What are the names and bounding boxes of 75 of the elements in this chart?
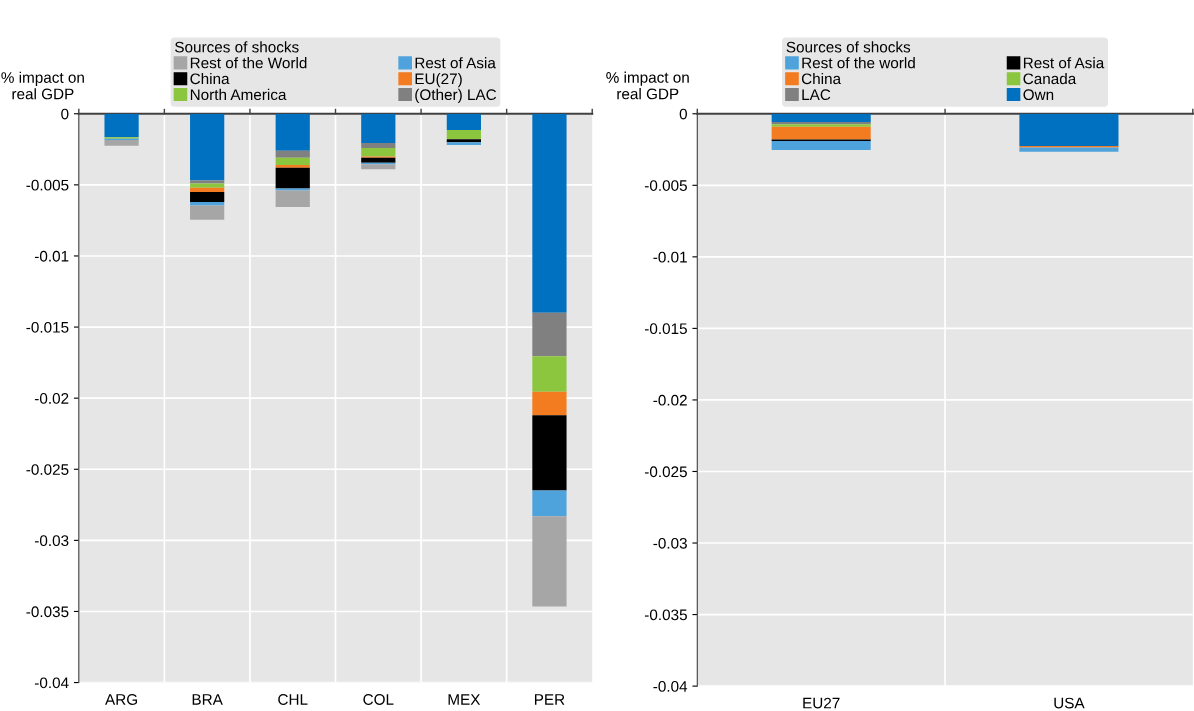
legend-label: LAC <box>802 89 831 101</box>
y-tick-label: -0.025 <box>26 464 69 475</box>
bar <box>532 312 567 357</box>
y-axis-title: % impact on real GDP <box>1 71 84 100</box>
y-tick-label: -0.025 <box>644 466 687 478</box>
y-tick-label: -0.04 <box>653 680 688 692</box>
x-tick-label: EU27 <box>803 697 840 709</box>
x-tick-label: CHL <box>278 694 308 705</box>
y-tick-label: -0.01 <box>34 250 69 262</box>
bar <box>275 113 310 151</box>
bar <box>446 130 481 140</box>
legend-label: Rest of the World <box>190 57 307 69</box>
y-axis-title: % impact on real GDP <box>606 71 689 100</box>
x-tick-label: BRA <box>192 694 223 705</box>
bar <box>361 164 396 170</box>
y-tick-label: -0.015 <box>644 323 687 335</box>
bar <box>275 167 310 189</box>
bar <box>532 490 567 517</box>
y-tick-label: -0.01 <box>653 251 687 263</box>
legend-label: Canada <box>1023 72 1077 85</box>
bar <box>275 150 310 158</box>
y-tick-label: -0.035 <box>644 609 687 621</box>
x-tick-label: MEX <box>448 694 481 705</box>
y-tick-label: 0 <box>679 108 687 120</box>
legend-label: Rest of Asia <box>1023 57 1105 69</box>
legend-title: Sources of shocks <box>786 41 911 53</box>
bar <box>1019 113 1119 147</box>
bar <box>532 516 567 607</box>
legend-label: Rest of the world <box>802 57 915 69</box>
y-tick-label: -0.005 <box>26 179 69 191</box>
bar <box>771 113 871 123</box>
bar <box>104 140 139 146</box>
y-tick-label: -0.015 <box>26 321 69 333</box>
x-tick-label: ARG <box>105 694 137 705</box>
bar <box>361 147 396 157</box>
bar <box>532 391 567 416</box>
bar <box>190 183 225 188</box>
bar <box>771 126 871 140</box>
y-tick-label: -0.03 <box>34 535 69 547</box>
legend-label: China <box>190 72 230 85</box>
legend-label: China <box>801 72 842 85</box>
y-tick-label: -0.03 <box>653 537 687 549</box>
y-tick-label: 0 <box>61 108 69 120</box>
legend-label: (Other) LAC <box>415 88 497 104</box>
bar <box>361 157 396 163</box>
y-tick-label: -0.04 <box>34 677 69 689</box>
y-tick-label: -0.02 <box>34 393 69 404</box>
bar <box>275 157 310 165</box>
legend-label: North America <box>190 88 287 101</box>
bar <box>190 113 225 181</box>
legend-label: Own <box>1023 89 1054 101</box>
x-tick-label: COL <box>363 694 394 705</box>
legend-title: Sources of shocks <box>175 41 299 53</box>
y-tick-label: -0.035 <box>26 606 69 618</box>
bar <box>190 187 225 192</box>
legend-label: EU(27) <box>415 72 462 88</box>
bar <box>275 188 310 191</box>
bar <box>104 113 139 138</box>
bar <box>275 190 310 207</box>
bar <box>190 205 225 220</box>
bar <box>532 356 567 392</box>
bar <box>361 142 396 148</box>
bar <box>532 113 567 313</box>
bar <box>1019 147 1119 152</box>
bar <box>361 113 396 143</box>
bar <box>446 113 481 131</box>
x-tick-label: USA <box>1054 697 1085 709</box>
y-tick-label: -0.02 <box>653 394 687 406</box>
y-tick-label: -0.005 <box>644 180 687 191</box>
bar <box>190 191 225 202</box>
x-tick-label: PER <box>534 694 565 705</box>
bar <box>275 164 310 168</box>
bar <box>771 140 871 150</box>
legend-label: Rest of Asia <box>415 57 496 69</box>
bar <box>532 415 567 491</box>
